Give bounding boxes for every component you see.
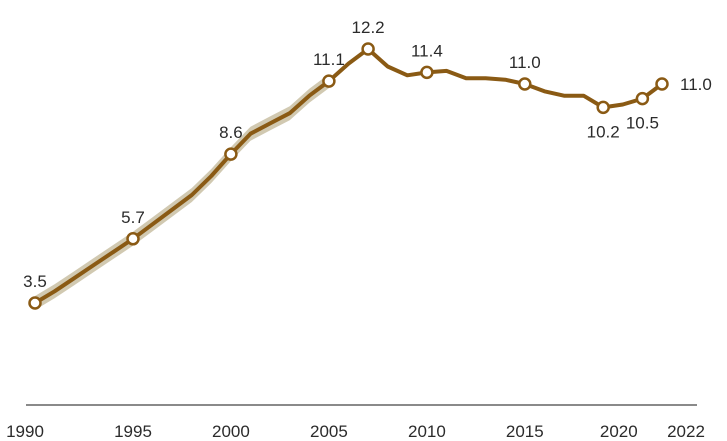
data-point-marker <box>224 147 238 161</box>
x-tick-label: 2005 <box>310 422 348 441</box>
data-label: 10.2 <box>587 122 620 141</box>
x-tick-label: 2010 <box>408 422 446 441</box>
data-label: 10.5 <box>626 114 659 133</box>
x-tick-label: 1995 <box>114 422 152 441</box>
series-line-path <box>33 47 664 305</box>
x-tick-label: 1990 <box>6 422 44 441</box>
x-tick-label: 2000 <box>212 422 250 441</box>
x-tick-label: 2015 <box>506 422 544 441</box>
x-tick-label: 2020 <box>600 422 638 441</box>
data-markers <box>28 42 669 310</box>
data-label: 3.5 <box>23 272 47 291</box>
data-point-marker <box>28 296 42 310</box>
data-point-marker <box>635 91 650 106</box>
x-tick-labels: 1990 1995 2000 2005 2010 2015 2020 2022 <box>6 422 705 441</box>
data-point-marker <box>126 232 140 246</box>
data-point-marker <box>322 74 336 88</box>
data-label: 11.4 <box>411 41 443 60</box>
series-line <box>33 47 664 305</box>
data-point-marker <box>420 65 434 80</box>
data-label: 11.0 <box>509 53 541 72</box>
data-point-marker <box>596 100 610 115</box>
data-label: 12.2 <box>352 18 385 37</box>
data-point-marker <box>655 77 669 91</box>
data-point-marker <box>361 42 375 56</box>
data-label: 11.0 <box>680 75 712 94</box>
data-label: 11.1 <box>313 50 345 69</box>
data-labels: 3.5 5.7 8.6 11.1 12.2 11.4 11.0 10.2 10.5 11.0 <box>23 18 712 291</box>
data-point-marker <box>518 77 532 91</box>
data-label: 5.7 <box>121 208 145 227</box>
x-tick-label: 2022 <box>667 422 705 441</box>
data-label: 8.6 <box>219 123 243 142</box>
